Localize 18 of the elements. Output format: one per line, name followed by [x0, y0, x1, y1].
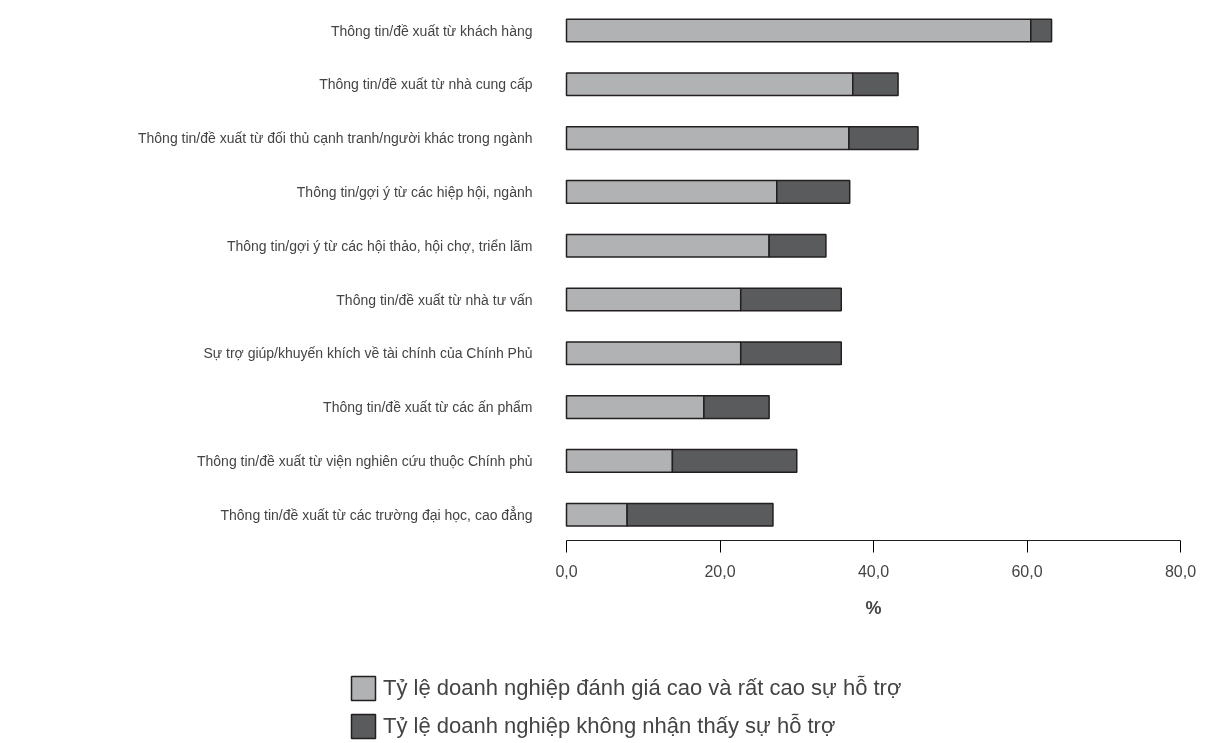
x-tick-label: 20,0: [704, 562, 736, 580]
y-tick-label: Sự trợ giúp/khuyến khích về tài chính của Chính Phủ: [203, 345, 533, 362]
y-tick-label: Thông tin/gợi ý từ các hiệp hội, ngành: [296, 183, 533, 200]
x-tick-label: 0,0: [555, 562, 578, 580]
x-axis-title: %: [865, 597, 882, 618]
y-tick-label: Thông tin/gợi ý từ các hội thảo, hội chợ, triển lãm: [226, 237, 533, 254]
x-tick-label: 60,0: [1011, 562, 1043, 580]
legend-label: Tỷ lệ doanh nghiệp không nhận thấy sự hỗ trợ: [383, 713, 836, 739]
x-tick-label: 80,0: [1164, 562, 1197, 580]
y-tick-label: Thông tin/đề xuất từ nhà tư vấn: [336, 291, 533, 308]
x-tick-label: 40,0: [857, 562, 890, 580]
y-tick-label: Thông tin/đề xuất từ các ấn phẩm: [323, 399, 533, 416]
y-tick-label: Thông tin/đề xuất từ viện nghiên cứu thuộc Chính phủ: [196, 452, 533, 469]
legend-label: Tỷ lệ doanh nghiệp đánh giá cao và rất cao sự hỗ trợ: [383, 675, 902, 701]
y-tick-label: Thông tin/đề xuất từ đối thủ cạnh tranh/người khác trong ngành: [137, 130, 533, 147]
y-tick-label: Thông tin/đề xuất từ nhà cung cấp: [319, 76, 533, 93]
y-tick-label: Thông tin/đề xuất từ khách hàng: [330, 22, 533, 39]
y-tick-label: Thông tin/đề xuất từ các trường đại học, cao đẳng: [220, 505, 533, 523]
